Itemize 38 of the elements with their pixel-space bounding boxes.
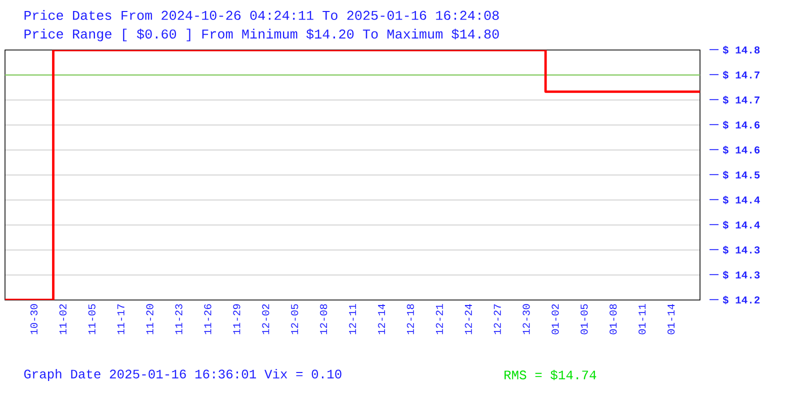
y-tick-label: $ 14.5: [722, 170, 760, 180]
y-tick-label: $ 14.6: [722, 146, 760, 154]
x-tick-label: 12-21: [436, 304, 443, 334]
x-tick-label: 11-17: [117, 304, 124, 334]
x-tick-label: 12-24: [464, 304, 472, 334]
y-tick-label: $ 14.4: [722, 196, 760, 204]
y-tick-label: $ 14.8: [722, 46, 760, 54]
x-tick-label: 12-02: [262, 304, 270, 334]
x-tick-label: 12-08: [320, 304, 328, 334]
chart-subtitle: Price Range [ $0.60 ] From Minimum $14.20 To Maximum $14.80: [24, 28, 499, 42]
y-tick-label: $ 14.2: [722, 296, 760, 304]
chart-title: Price Dates From 2024-10-26 04:24:11 To 2025-01-16 16:24:08: [24, 10, 499, 20]
x-tick-label: 01-05: [580, 304, 588, 334]
x-tick-label: 01-14: [667, 304, 675, 334]
x-tick-label: 01-11: [638, 304, 646, 334]
x-tick-label: 01-08: [610, 304, 617, 334]
y-tick-label: $ 14.3: [722, 270, 760, 280]
y-tick-label: $ 14.4: [722, 220, 760, 230]
y-tick-label: $ 14.7: [722, 96, 760, 104]
x-tick-label: 12-30: [522, 304, 530, 334]
x-tick-label: 01-02: [552, 304, 559, 334]
x-tick-label: 11-29: [233, 304, 240, 334]
x-tick-label: 12-18: [406, 304, 414, 334]
x-tick-label: 11-23: [175, 304, 182, 334]
x-tick-label: 12-11: [349, 304, 356, 334]
x-tick-label: 12-05: [291, 304, 298, 334]
x-tick-label: 12-14: [378, 304, 385, 334]
x-tick-label: 11-02: [59, 304, 66, 334]
x-tick-label: 11-26: [204, 304, 212, 334]
x-tick-label: 12-27: [494, 304, 501, 334]
text: Graph Date 2025-01-16 16:36:01 Vix = 0.10: [24, 368, 342, 382]
y-tick-label: $ 14.7: [722, 70, 760, 80]
y-tick-label: $ 14.3: [722, 246, 760, 254]
x-tick-label: 11-20: [146, 304, 154, 334]
text: RMS = $14.74: [504, 370, 596, 380]
x-tick-label: 11-05: [88, 304, 96, 334]
y-tick-label: $ 14.6: [722, 120, 760, 130]
x-tick-label: 10-30: [30, 304, 38, 334]
